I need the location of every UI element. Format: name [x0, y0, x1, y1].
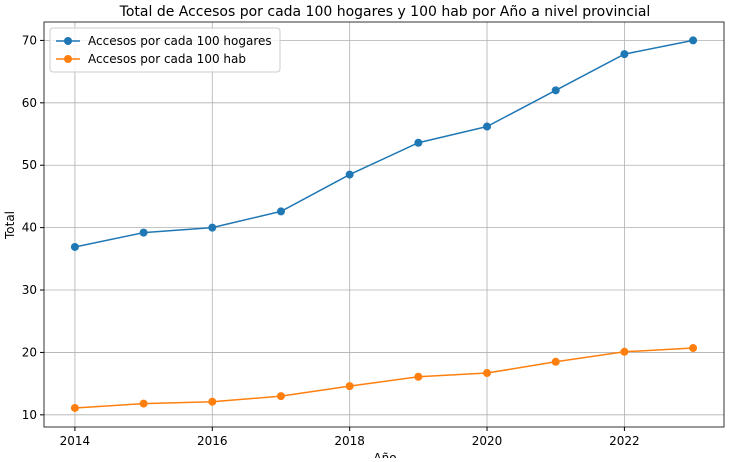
y-tick-label: 10 — [22, 408, 37, 422]
legend-marker — [64, 37, 72, 45]
x-tick-label: 2016 — [197, 434, 228, 448]
data-point — [208, 397, 217, 406]
data-point — [483, 369, 492, 378]
legend-label: Accesos por cada 100 hab — [88, 52, 246, 66]
data-point — [139, 228, 148, 237]
data-point — [70, 403, 79, 412]
data-point — [689, 36, 698, 45]
x-tick-label: 2018 — [334, 434, 365, 448]
x-tick-label: 2014 — [60, 434, 91, 448]
data-point — [551, 86, 560, 95]
y-tick-label: 20 — [22, 345, 37, 359]
plot-frame — [43, 21, 725, 428]
y-tick-label: 50 — [22, 158, 37, 172]
data-point — [276, 392, 285, 401]
x-tick-label: 2020 — [472, 434, 503, 448]
x-tick-label: 2022 — [609, 434, 640, 448]
data-point — [620, 347, 629, 356]
data-point — [208, 223, 217, 232]
data-point — [620, 50, 629, 59]
data-point — [139, 399, 148, 408]
y-tick-label: 70 — [22, 33, 37, 47]
data-point — [345, 170, 354, 179]
series-line — [74, 347, 694, 409]
data-point — [483, 122, 492, 131]
y-tick-label: 60 — [22, 96, 37, 110]
y-tick-label: 30 — [22, 283, 37, 297]
data-point — [689, 344, 698, 353]
legend-label: Accesos por cada 100 hogares — [88, 34, 272, 48]
y-axis-label: Total — [3, 211, 17, 240]
y-tick-label: 40 — [22, 221, 37, 235]
legend-marker — [64, 55, 72, 63]
data-point — [276, 207, 285, 216]
data-point — [345, 382, 354, 391]
data-point — [551, 357, 560, 366]
legend-box — [49, 27, 281, 73]
chart-title: Total de Accesos por cada 100 hogares y … — [119, 4, 651, 20]
x-axis-label: Año — [373, 451, 396, 458]
data-point — [414, 372, 423, 381]
series-line — [74, 39, 694, 248]
data-point — [70, 242, 79, 251]
data-point — [414, 138, 423, 147]
